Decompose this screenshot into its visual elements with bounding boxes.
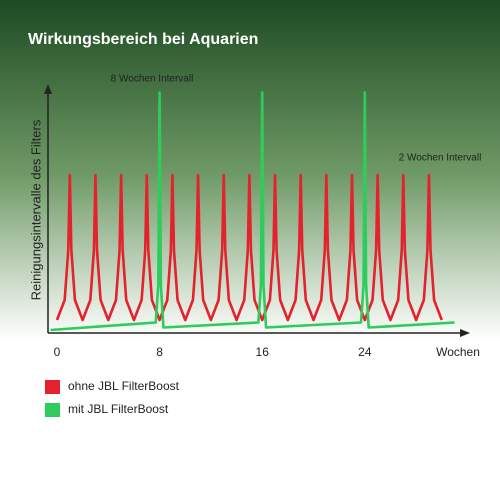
legend-label: ohne JBL FilterBoost [68, 379, 180, 393]
chart-title: Wirkungsbereich bei Aquarien [28, 31, 258, 48]
plot-area [50, 91, 455, 332]
y-axis-arrow [44, 84, 52, 94]
series-line [50, 91, 455, 332]
x-tick-label: 0 [54, 345, 61, 359]
x-tick-label: 24 [358, 345, 372, 359]
annotation: 2 Wochen Intervall [399, 153, 482, 164]
y-axis-label: Reinigungsintervalle des Filters [28, 119, 43, 300]
x-axis-arrow [460, 329, 470, 337]
legend-swatch [45, 403, 60, 417]
legend-swatch [45, 380, 60, 394]
annotation: 8 Wochen Intervall [111, 74, 194, 85]
x-tick-label: 16 [256, 345, 270, 359]
legend-label: mit JBL FilterBoost [68, 402, 169, 416]
x-tick-label: 8 [156, 345, 163, 359]
series-line [55, 173, 443, 322]
x-axis-label: Wochen [436, 345, 480, 359]
